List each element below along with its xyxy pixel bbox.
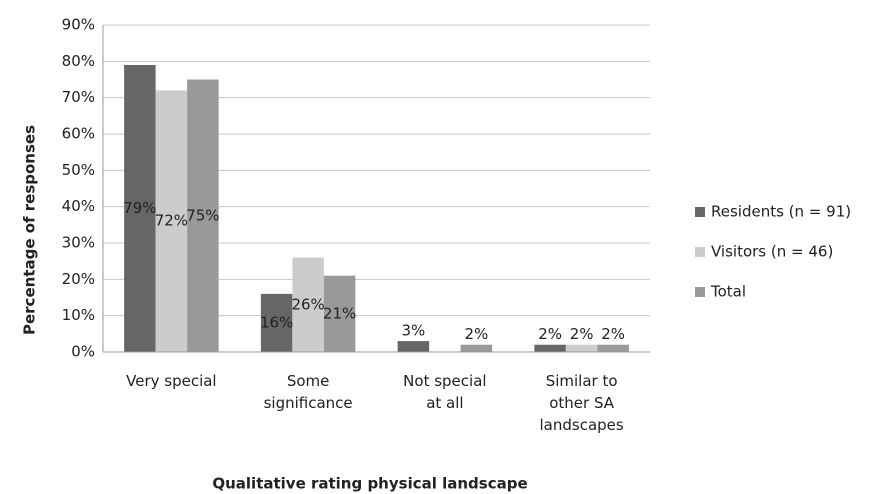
legend-swatch bbox=[695, 247, 705, 257]
bar bbox=[292, 257, 324, 352]
y-axis-title: Percentage of responses bbox=[21, 125, 39, 335]
data-label: 2% bbox=[601, 325, 625, 343]
bar bbox=[187, 79, 219, 352]
bar bbox=[534, 344, 566, 352]
data-label: 72% bbox=[155, 212, 188, 230]
legend-swatch bbox=[695, 287, 705, 297]
y-tick-label: 60% bbox=[62, 125, 95, 143]
data-label: 16% bbox=[260, 313, 293, 331]
bar bbox=[597, 344, 629, 352]
y-tick-label: 80% bbox=[62, 52, 95, 70]
y-tick-label: 40% bbox=[62, 197, 95, 215]
x-tick-label: Not special at all bbox=[403, 372, 487, 412]
bar bbox=[565, 344, 598, 352]
data-label: 2% bbox=[538, 325, 562, 343]
x-tick-label: Some significance bbox=[263, 372, 353, 412]
bar bbox=[397, 341, 430, 352]
legend-swatch bbox=[695, 207, 705, 217]
x-tick-label: Similar to other SA landscapes bbox=[539, 372, 624, 434]
data-label: 21% bbox=[323, 304, 356, 322]
bar bbox=[124, 64, 156, 352]
bar bbox=[155, 90, 188, 353]
y-tick-label: 90% bbox=[62, 16, 95, 34]
bar bbox=[460, 344, 493, 352]
y-tick-label: 0% bbox=[71, 343, 95, 361]
legend-label: Visitors (n = 46) bbox=[711, 243, 833, 261]
data-label: 79% bbox=[123, 199, 156, 217]
y-tick-label: 10% bbox=[62, 306, 95, 324]
x-axis-title: Qualitative rating physical landscape bbox=[212, 475, 527, 493]
bar bbox=[260, 293, 293, 352]
data-label: 2% bbox=[464, 325, 488, 343]
data-label: 2% bbox=[570, 325, 594, 343]
data-label: 3% bbox=[401, 322, 425, 340]
y-tick-label: 30% bbox=[62, 234, 95, 252]
bar bbox=[323, 275, 356, 352]
y-tick-label: 70% bbox=[62, 88, 95, 106]
data-label: 75% bbox=[186, 206, 219, 224]
legend-label: Total bbox=[710, 283, 746, 301]
data-label: 26% bbox=[291, 295, 324, 313]
x-tick-label: Very special bbox=[126, 372, 217, 390]
y-tick-label: 20% bbox=[62, 270, 95, 288]
legend-label: Residents (n = 91) bbox=[711, 203, 851, 221]
y-tick-label: 50% bbox=[62, 161, 95, 179]
